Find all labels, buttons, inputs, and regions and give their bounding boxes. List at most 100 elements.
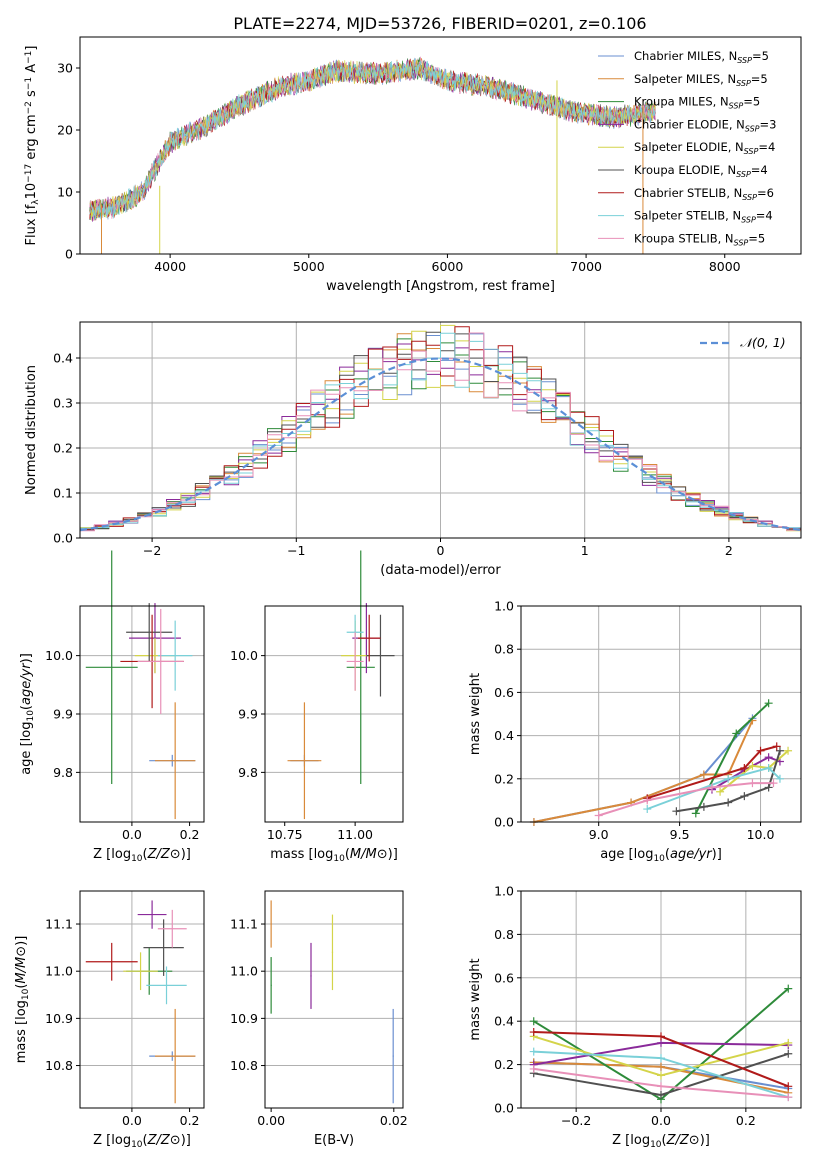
x-tick-label: −0.2	[561, 1113, 591, 1128]
weight-line	[646, 766, 781, 810]
y-tick-label: 0.6	[494, 970, 514, 985]
y-axis-label: mass [log10(M/M⊙)]	[14, 936, 31, 1064]
spectrum-line	[89, 57, 656, 220]
legend-entry: Kroupa STELIB, NSSP=5	[634, 231, 765, 247]
x-tick-label: 2	[725, 543, 733, 558]
weight-marker	[707, 783, 716, 792]
weight-marker	[769, 779, 778, 788]
weight-marker	[672, 807, 681, 816]
y-tick-label: 30	[57, 61, 73, 76]
legend-entry: Salpeter MILES, NSSP=5	[634, 72, 768, 88]
weight-line	[646, 745, 777, 800]
x-tick-label: 0.02	[380, 1113, 408, 1128]
legend-entry: Kroupa ELODIE, NSSP=4	[634, 163, 768, 179]
y-tick-label: 20	[57, 123, 73, 138]
weight-marker	[732, 729, 741, 738]
y-tick-label: 0.6	[494, 685, 514, 700]
y-axis-label: mass weight	[468, 673, 483, 755]
x-tick-label: −2	[143, 543, 161, 558]
weight-marker	[772, 742, 781, 751]
x-axis-label: (data-model)/error	[380, 563, 501, 578]
y-tick-label: 0.8	[494, 642, 514, 657]
residuals-marks	[79, 324, 802, 532]
weight-marker	[748, 761, 757, 770]
weight-marker	[740, 764, 749, 772]
y-tick-label: 11.0	[45, 964, 73, 979]
mass-vs-EBV-panel: 0.00 0.02 10.8 10.9 11.0 11.1 E(B-V)	[230, 890, 408, 1148]
weight-marker	[784, 1082, 793, 1091]
legend-entry: Salpeter STELIB, NSSP=4	[634, 209, 773, 225]
y-tick-label: 0.4	[494, 728, 514, 743]
legend-entry: Salpeter ELODIE, NSSP=4	[634, 140, 775, 156]
y-tick-label: 11.1	[45, 917, 73, 932]
weight-marker	[657, 1071, 665, 1080]
age-vs-Z-marks	[85, 550, 196, 820]
x-tick-label: 0	[437, 543, 445, 558]
weight-marker	[657, 1090, 665, 1099]
y-tick-label: 10.0	[45, 648, 73, 663]
x-axis-label: mass [log10(M/M⊙)]	[270, 847, 398, 864]
mass-weight-vs-Z-panel: −0.2 0.0 0.2 0.0 0.2 0.4 0.6 0.8 1.0 Z [log10(Z/Z…	[468, 884, 802, 1150]
y-tick-label: 9.8	[238, 765, 258, 780]
mass-vs-Z-marks	[85, 900, 196, 1104]
x-axis-label: Z [log10(Z/Z⊙)]	[93, 847, 191, 864]
x-axis-label: E(B-V)	[314, 1133, 354, 1148]
x-axis-label: wavelength [Angstrom, rest frame]	[326, 279, 555, 294]
weight-marker	[657, 1062, 665, 1071]
y-axis-label: mass weight	[468, 958, 483, 1040]
weight-line	[533, 717, 754, 823]
legend-entry: Chabrier ELODIE, NSSP=3	[634, 117, 776, 133]
y-tick-label: 0.3	[53, 396, 73, 411]
spectrum-line	[89, 58, 656, 221]
x-tick-label: 0.2	[180, 827, 200, 842]
histogram-series	[80, 332, 801, 529]
x-tick-label: 7000	[570, 259, 602, 274]
figure-title: PLATE=2274, MJD=53726, FIBERID=0201, z=0…	[233, 14, 646, 33]
y-tick-label: 0.0	[53, 531, 73, 546]
y-tick-label: 0.8	[494, 927, 514, 942]
weight-marker	[784, 1038, 793, 1047]
weight-marker	[724, 774, 733, 783]
y-tick-label: 10.0	[230, 648, 258, 663]
weight-marker	[724, 798, 733, 807]
residuals-panel: −2 −1 0 1 2 0.0 0.1 0.2 0.3 0.4 (data-model)/error…	[24, 321, 802, 578]
y-tick-label: 1.0	[494, 884, 514, 899]
x-axis-label: Z [log10(Z/Z⊙)]	[93, 1133, 191, 1150]
x-tick-label: 9.5	[670, 827, 690, 842]
y-tick-label: 0.0	[494, 815, 514, 830]
y-tick-label: 10.9	[230, 1011, 258, 1026]
weight-marker	[784, 1049, 793, 1058]
y-tick-label: 10.8	[45, 1058, 73, 1073]
y-tick-label: 0.2	[53, 441, 73, 456]
weight-marker	[764, 753, 773, 762]
spectrum-panel: 4000 5000 6000 7000 8000 0 10 20 30 wavelength [A…	[24, 36, 802, 294]
x-tick-label: 1	[581, 543, 589, 558]
weight-marker	[716, 787, 725, 796]
mass-vs-Z-panel: 0.0 0.2 10.8 10.9 11.0 11.1 Z [log10(Z/Z⊙)] mas…	[14, 890, 205, 1150]
y-axis-label: Flux [fλ10−17 erg cm−2 s−1 A−1]	[24, 46, 41, 246]
x-tick-label: 0.2	[736, 1113, 756, 1128]
y-tick-label: 0.4	[494, 1014, 514, 1029]
spectrum-marks	[89, 56, 656, 254]
legend-entry: Kroupa MILES, NSSP=5	[634, 95, 760, 111]
y-tick-label: 10.8	[230, 1058, 258, 1073]
y-tick-label: 11.0	[230, 964, 258, 979]
y-tick-label: 0.0	[494, 1101, 514, 1116]
x-tick-label: 0.00	[257, 1113, 285, 1128]
weight-marker	[740, 792, 749, 801]
weight-marker	[643, 805, 652, 814]
axes-frame	[79, 890, 205, 1109]
mass-weight-vs-age-marks	[529, 699, 793, 826]
weight-line	[694, 702, 770, 814]
x-tick-label: 0.0	[122, 1113, 142, 1128]
x-tick-label: 4000	[154, 259, 186, 274]
mass-vs-EBV-marks	[270, 900, 394, 1104]
y-tick-label: 10.9	[45, 1011, 73, 1026]
normal-curve	[79, 357, 802, 532]
axes-frame	[264, 890, 404, 1109]
age-vs-mass-panel: 10.75 11.00 9.8 9.9 10.0 mass [log10(M/M⊙)]	[230, 550, 404, 864]
axes-frame	[520, 605, 802, 823]
weight-marker	[775, 774, 784, 783]
y-axis-label: Normed distribution	[24, 365, 39, 495]
